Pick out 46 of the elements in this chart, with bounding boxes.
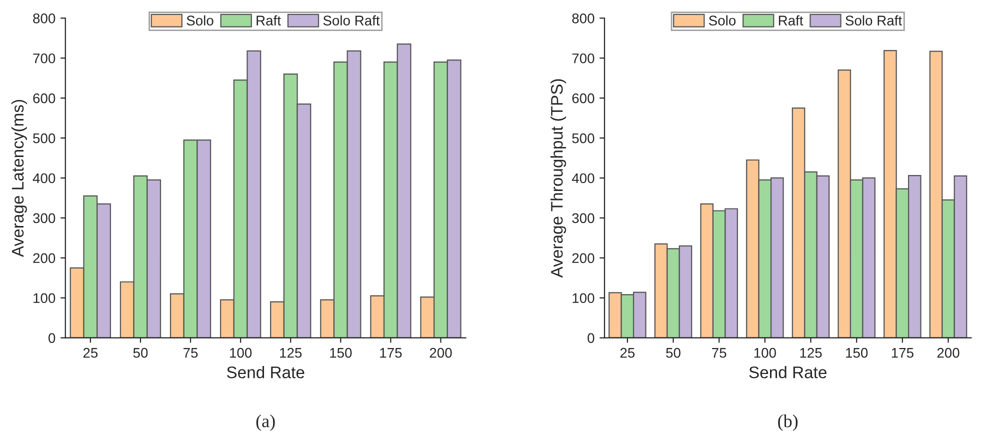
x-axis-title: Send Rate: [226, 366, 304, 378]
y-tick-label: 500: [33, 133, 56, 144]
x-tick-label: 100: [754, 348, 776, 358]
y-tick-label: 600: [572, 93, 594, 104]
y-tick-label: 300: [572, 213, 594, 224]
x-axis-title: Send Rate: [749, 366, 826, 378]
x-tick-label: 150: [330, 348, 352, 358]
legend-label: Solo Raft: [846, 15, 902, 26]
legend-label: Raft: [256, 15, 281, 26]
y-tick-label: 100: [572, 293, 594, 304]
legend-label: Solo Raft: [323, 15, 380, 26]
text: (b): [778, 414, 798, 431]
y-tick-label: 600: [33, 93, 56, 104]
x-tick-label: 200: [430, 348, 452, 358]
y-tick-label: 800: [572, 13, 594, 24]
x-tick-label: 50: [666, 348, 680, 358]
y-axis-title: Average Latency(ms): [11, 100, 27, 257]
x-tick-label: 25: [83, 348, 98, 358]
x-tick-label: 200: [937, 348, 960, 358]
y-tick-label: 100: [34, 293, 56, 304]
x-tick-label: 25: [620, 348, 635, 358]
y-tick-label: 0: [588, 333, 594, 343]
legend-label: Raft: [778, 15, 804, 26]
legend-label: Solo: [186, 15, 214, 26]
y-tick-label: 800: [33, 13, 56, 24]
y-tick-label: 700: [33, 53, 56, 64]
y-tick-label: 200: [33, 253, 56, 264]
x-tick-label: 175: [380, 348, 402, 358]
x-tick-label: 75: [712, 348, 726, 358]
y-tick-label: 400: [572, 173, 594, 184]
text: (a): [256, 414, 275, 431]
y-tick-label: 700: [572, 53, 594, 64]
x-tick-label: 75: [184, 348, 198, 358]
x-tick-label: 125: [800, 348, 822, 358]
x-tick-label: 125: [280, 348, 302, 358]
legend-label: Solo: [708, 15, 736, 26]
y-tick-label: 200: [572, 253, 594, 264]
y-tick-label: 500: [572, 133, 594, 144]
x-tick-label: 175: [892, 348, 914, 358]
x-tick-label: 50: [133, 348, 148, 358]
y-tick-label: 0: [48, 333, 56, 343]
y-tick-label: 300: [33, 213, 56, 224]
x-tick-label: 100: [230, 348, 252, 358]
x-tick-label: 150: [846, 348, 868, 358]
y-axis-title: Average Throughput (TPS): [550, 79, 566, 278]
y-tick-label: 400: [32, 173, 56, 184]
